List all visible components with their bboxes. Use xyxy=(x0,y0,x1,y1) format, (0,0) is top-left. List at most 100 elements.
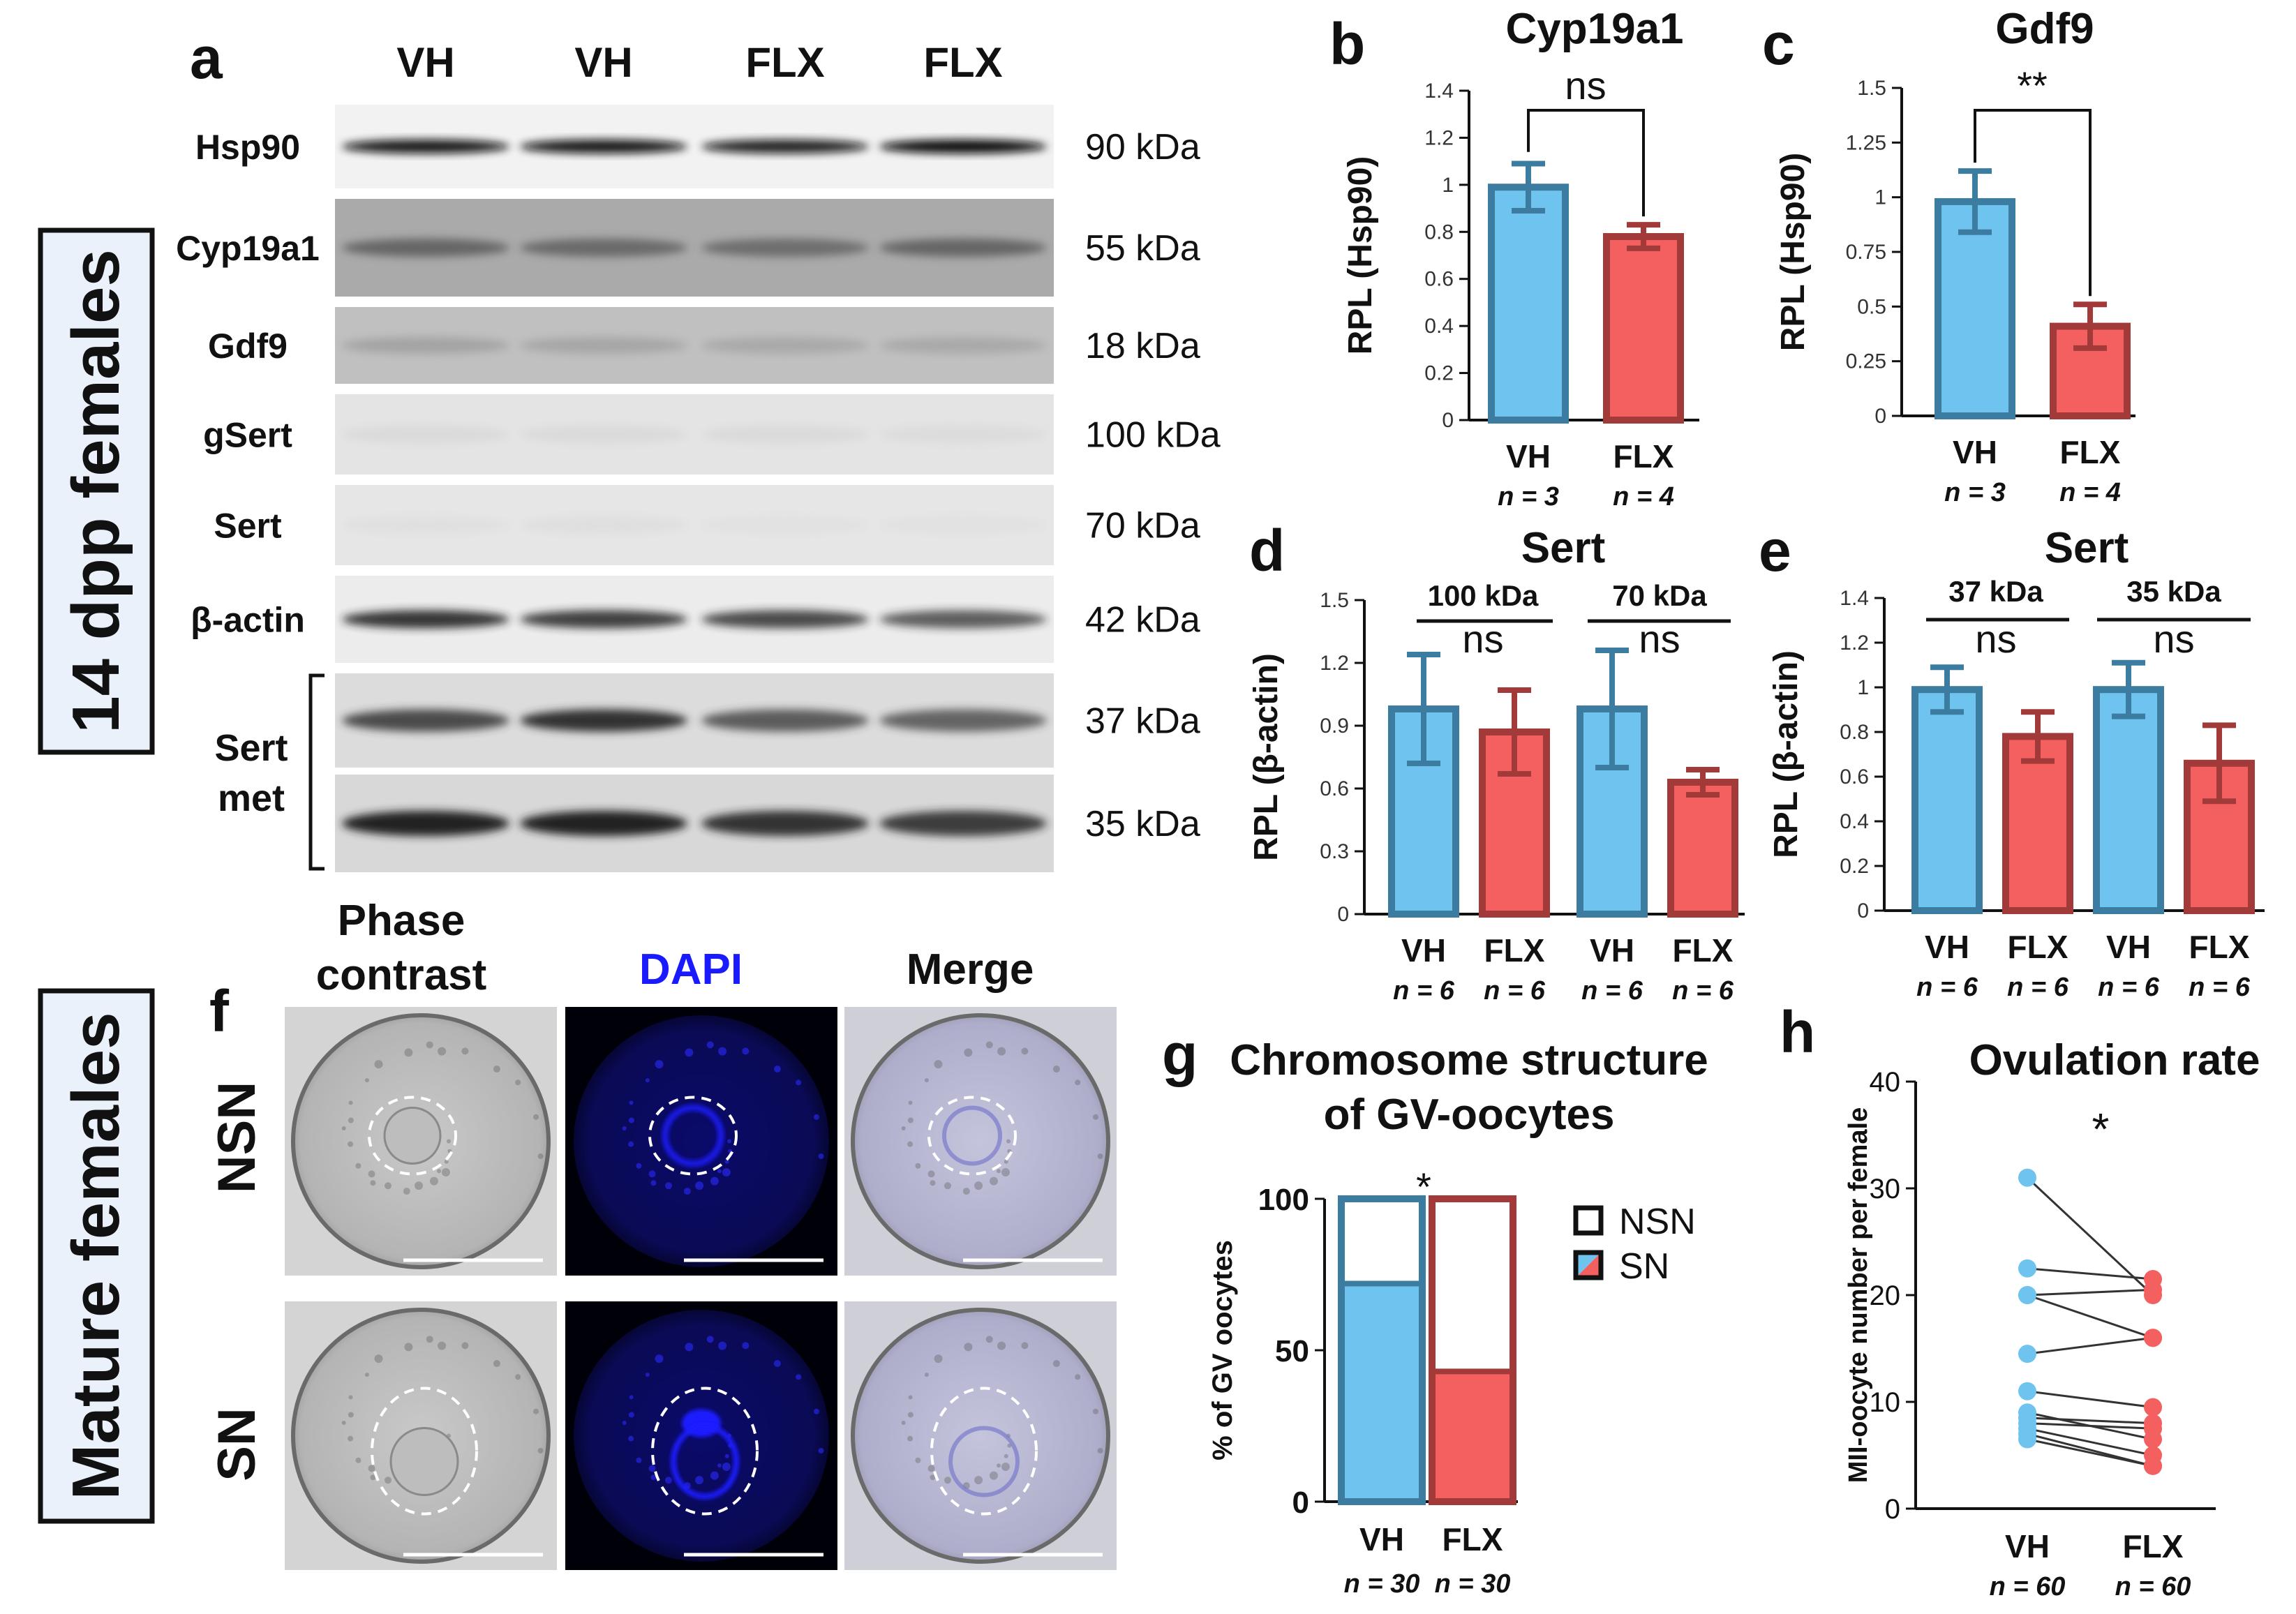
oocyte xyxy=(574,1015,829,1267)
blot-kda-label: 55 kDa xyxy=(1085,228,1200,269)
cytoplasm-granule xyxy=(901,1421,906,1426)
cytoplasm-granule xyxy=(742,1342,750,1350)
blot-band xyxy=(879,811,1047,836)
cytoplasm-granule xyxy=(985,1336,993,1343)
cytoplasm-granule xyxy=(908,1100,913,1105)
chart-title: Sert xyxy=(1521,524,1606,572)
y-tick-label: 0 xyxy=(1874,405,1886,428)
cytoplasm-granule xyxy=(710,1471,719,1480)
n-label: n = 4 xyxy=(1613,482,1674,511)
y-tick-label: 1.4 xyxy=(1424,80,1454,103)
y-tick-label: 0.9 xyxy=(1320,715,1349,738)
blot-band xyxy=(520,709,687,732)
cytoplasm-granule xyxy=(628,1117,634,1123)
n-label: n = 60 xyxy=(1990,1572,2066,1601)
blot-strip: Gdf9 18 kDa xyxy=(208,307,1200,384)
cytoplasm-granule xyxy=(629,1395,634,1400)
y-tick-label: 0.8 xyxy=(1424,221,1454,244)
blot-strip: 35 kDa xyxy=(335,775,1200,872)
cytoplasm-granule xyxy=(915,1457,921,1463)
blot-band xyxy=(342,709,509,732)
cytoplasm-granule xyxy=(650,1474,657,1481)
cytoplasm-granule xyxy=(727,1139,731,1144)
blot-kda-label: 42 kDa xyxy=(1085,600,1200,641)
cytoplasm-granule xyxy=(997,1463,1001,1468)
n-label: n = 6 xyxy=(2189,973,2251,1002)
n-label: n = 60 xyxy=(2115,1572,2191,1601)
cytoplasm-granule xyxy=(636,1163,642,1169)
blot-band xyxy=(879,516,1047,535)
cytoplasm-granule xyxy=(813,1114,819,1120)
cytoplasm-granule xyxy=(742,1047,750,1055)
cytoplasm-granule xyxy=(722,1462,731,1471)
cytoplasm-granule xyxy=(818,1447,824,1454)
cytoplasm-granule xyxy=(934,1060,943,1069)
panel-letter: h xyxy=(1780,999,1815,1065)
blot-band xyxy=(520,239,687,257)
blot-band xyxy=(701,425,869,444)
blot-protein-label: Hsp90 xyxy=(195,128,300,167)
y-axis-label: MII-oocyte number per female xyxy=(1844,1107,1873,1483)
significance-bracket xyxy=(1527,109,1645,217)
chart-e-sert-37-35: e Sert RPL (β-actin) 0 0.2 0.4 0.6 0.8 1 1.2 1.4 VH… xyxy=(1759,518,2265,1002)
chart-g-chromosome-structure: g Chromosome structure of GV-oocytes % of G… xyxy=(1162,1022,1708,1599)
bar xyxy=(2002,733,2073,915)
chart-c-gdf9: c Gdf9 RPL (Hsp90) 0 0.25 0.5 0.75 1 1.25 1.5 VH n … xyxy=(1762,5,2135,507)
cytoplasm-granule xyxy=(648,1170,656,1178)
blot-band xyxy=(701,610,869,629)
group-label: 37 kDa xyxy=(1948,575,2043,608)
chart-h-ovulation-rate: h Ovulation rate MII-oocyte number per fem… xyxy=(1780,999,2260,1601)
bar xyxy=(1667,779,1738,918)
x-category-label: VH xyxy=(1925,929,1969,965)
cytoplasm-granule xyxy=(404,1343,413,1352)
legend-swatch-sn-flx xyxy=(1576,1253,1601,1278)
cytoplasm-granule xyxy=(944,1477,951,1484)
cytoplasm-granule xyxy=(437,1169,441,1174)
n-label: n = 6 xyxy=(2007,973,2069,1002)
bar xyxy=(1935,197,2015,419)
blot-band xyxy=(701,337,869,354)
flx-point xyxy=(2144,1456,2162,1475)
n-label: n = 3 xyxy=(1944,478,2006,507)
cytoplasm-granule xyxy=(355,1457,361,1463)
y-tick-label: 1.2 xyxy=(1424,126,1454,149)
cytoplasm-granule xyxy=(348,1117,354,1123)
y-tick-label: 1 xyxy=(1874,186,1886,209)
blot-strip: Hsp90 90 kDa xyxy=(195,105,1200,188)
y-tick-label: 30 xyxy=(1870,1174,1901,1204)
cytoplasm-granule xyxy=(664,1477,672,1484)
blot-kda-label: 35 kDa xyxy=(1085,804,1200,844)
significance-label: ns xyxy=(1639,617,1680,661)
significance-label: * xyxy=(2092,1104,2110,1154)
blot-band xyxy=(520,337,687,354)
x-category-label: FLX xyxy=(1673,932,1734,969)
cytoplasm-granule xyxy=(1004,1454,1008,1458)
blot-protein-label: Gdf9 xyxy=(208,327,288,366)
cytoplasm-granule xyxy=(1075,1079,1081,1086)
y-axis-label: RPL (β-actin) xyxy=(1768,650,1805,858)
cytoplasm-granule xyxy=(441,1167,450,1176)
x-category-label: FLX xyxy=(1613,438,1674,475)
n-label: n = 30 xyxy=(1435,1569,1511,1599)
panel-letter: g xyxy=(1162,1022,1198,1087)
y-tick-label: 0 xyxy=(1337,903,1349,926)
n-label: n = 6 xyxy=(1672,976,1734,1006)
side-label-bottom-box: Mature females xyxy=(38,988,155,1524)
cytoplasm-granule xyxy=(1052,1360,1060,1368)
cytoplasm-granule xyxy=(706,1336,714,1343)
nucleus xyxy=(383,1107,442,1165)
y-tick-label: 0.4 xyxy=(1840,810,1869,833)
cytoplasm-granule xyxy=(985,1041,993,1049)
nucleus-outline xyxy=(648,1096,738,1176)
y-tick-label: 1.4 xyxy=(1840,587,1869,610)
cytoplasm-granule xyxy=(532,1408,539,1414)
cytoplasm-granule xyxy=(370,1474,376,1481)
cytoplasm-granule xyxy=(636,1457,642,1463)
n-label: n = 4 xyxy=(2059,478,2121,507)
y-tick-label: 1.5 xyxy=(1857,77,1886,100)
blot-band xyxy=(701,709,869,732)
cytoplasm-granule xyxy=(515,1374,521,1380)
cytoplasm-granule xyxy=(773,1360,781,1368)
blot-kda-label: 70 kDa xyxy=(1085,506,1200,546)
y-tick-label: 1.5 xyxy=(1320,589,1349,612)
